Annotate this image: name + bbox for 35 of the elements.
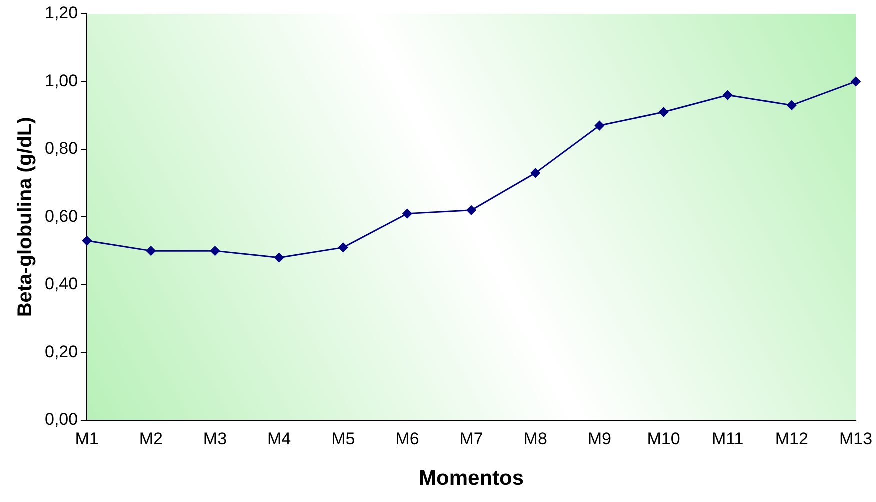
point: [146, 246, 156, 256]
y-tick-label: 0,00: [44, 410, 78, 430]
point: [466, 206, 476, 216]
x-tick-label: M5: [332, 429, 356, 448]
x-tick-label: M10: [647, 429, 680, 448]
point: [530, 168, 540, 178]
y-tick-label: 1,00: [44, 71, 78, 90]
point: [723, 90, 733, 100]
x-tick-label: M1: [75, 429, 99, 448]
x-tick-label: M12: [775, 429, 808, 448]
x-tick-label: M3: [203, 429, 228, 448]
x-axis-title: Momentos: [419, 467, 524, 490]
x-tick-label: M7: [460, 429, 484, 448]
x-tick-label: M4: [268, 429, 292, 448]
x-tick-label: M2: [139, 429, 163, 448]
x-tick-label: M13: [839, 429, 873, 448]
point: [594, 121, 604, 131]
point: [210, 246, 220, 256]
y-tick-label: 0,60: [44, 206, 78, 226]
y-axis-title: Beta-globulina (g/dL): [14, 117, 37, 318]
x-tick-label: M11: [712, 429, 744, 448]
point: [659, 107, 669, 117]
point: [82, 236, 92, 246]
x-tick-label: M8: [524, 429, 548, 448]
x-tick-label: M9: [588, 429, 612, 448]
point: [338, 242, 348, 252]
y-tick-label: 0,20: [44, 342, 78, 362]
x-tick-label: M6: [396, 429, 420, 448]
y-tick-label: 1,20: [44, 4, 78, 23]
point: [402, 209, 412, 219]
y-tick-label: 0,80: [44, 139, 78, 158]
point: [851, 76, 861, 86]
y-tick-label: 0,40: [44, 274, 78, 294]
point: [787, 100, 797, 110]
point: [274, 253, 284, 263]
